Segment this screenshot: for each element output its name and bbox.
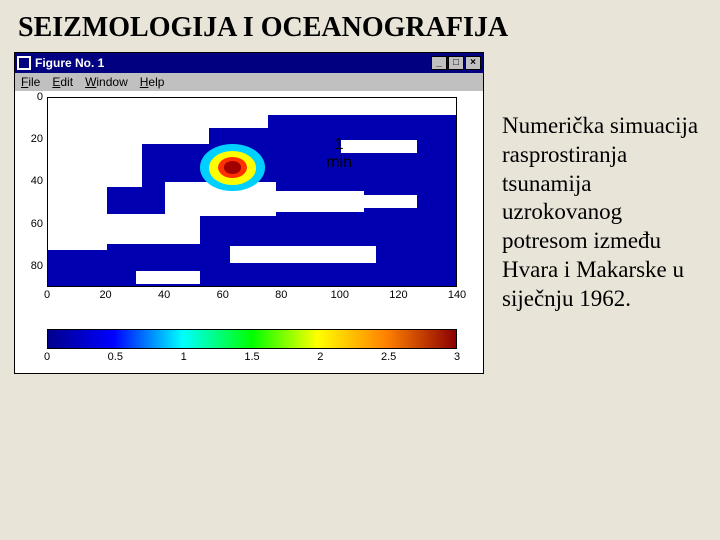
x-tick: 140 (448, 289, 466, 301)
x-tick: 120 (389, 289, 407, 301)
land-block (364, 195, 417, 208)
land-block (48, 144, 142, 186)
window-buttons: _ □ × (431, 56, 481, 70)
plot-wrap: 020406080 1 min (21, 97, 477, 287)
menu-window[interactable]: Window (85, 75, 128, 89)
y-tick: 20 (31, 133, 43, 145)
land-block (48, 98, 457, 115)
close-button[interactable]: × (465, 56, 481, 70)
x-tick: 40 (158, 289, 170, 301)
colorbar-wrap: 0 0.5 1 1.5 2 2.5 3 (47, 329, 457, 365)
x-axis: 020406080100120140 (47, 287, 459, 305)
colorbar-tick: 1 (181, 351, 187, 363)
land-block (48, 187, 107, 250)
content-row: Figure No. 1 _ □ × File Edit Window Help… (0, 52, 720, 374)
colorbar-ticks: 0 0.5 1 1.5 2 2.5 3 (47, 349, 457, 365)
description-text: Numerička simuacija rasprostiranja tsuna… (502, 52, 706, 374)
y-tick: 0 (37, 91, 43, 103)
annot-line2: min (326, 154, 352, 172)
x-tick: 20 (99, 289, 111, 301)
menu-file[interactable]: File (21, 75, 40, 89)
page-title: SEIZMOLOGIJA I OCEANOGRAFIJA (0, 0, 720, 52)
colorbar-tick: 2.5 (381, 351, 396, 363)
colorbar (47, 329, 457, 349)
x-tick: 100 (331, 289, 349, 301)
figure-column: Figure No. 1 _ □ × File Edit Window Help… (14, 52, 484, 374)
menubar: File Edit Window Help (15, 73, 483, 91)
land-block (48, 115, 209, 145)
maximize-button[interactable]: □ (448, 56, 464, 70)
menu-help[interactable]: Help (140, 75, 165, 89)
x-tick: 60 (217, 289, 229, 301)
land-block (136, 271, 200, 284)
y-tick: 40 (31, 175, 43, 187)
colorbar-tick: 1.5 (244, 351, 259, 363)
land-block (341, 140, 417, 153)
heatmap-plot: 1 min (47, 97, 457, 287)
window-title: Figure No. 1 (35, 56, 431, 70)
y-tick: 80 (31, 260, 43, 272)
figure-window: Figure No. 1 _ □ × File Edit Window Help… (14, 52, 484, 374)
y-tick: 60 (31, 218, 43, 230)
colorbar-tick: 0.5 (108, 351, 123, 363)
minimize-button[interactable]: _ (431, 56, 447, 70)
colorbar-tick: 3 (454, 351, 460, 363)
colorbar-tick: 0 (44, 351, 50, 363)
x-tick: 0 (44, 289, 50, 301)
land-block (230, 246, 376, 263)
colorbar-tick: 2 (317, 351, 323, 363)
land-block (276, 191, 364, 212)
x-tick: 80 (275, 289, 287, 301)
figure-area: 0 20 40 60 80 1 min 0 20 40 60 80 100 120 140 0 0.5 1… (15, 91, 483, 373)
time-annotation: 1 min (326, 136, 352, 171)
land-block (209, 115, 268, 128)
y-axis: 020406080 (21, 97, 47, 287)
annot-line1: 1 (326, 136, 352, 154)
app-icon (17, 56, 31, 70)
menu-edit[interactable]: Edit (52, 75, 73, 89)
hotspot-ring (224, 161, 242, 174)
titlebar[interactable]: Figure No. 1 _ □ × (15, 53, 483, 73)
